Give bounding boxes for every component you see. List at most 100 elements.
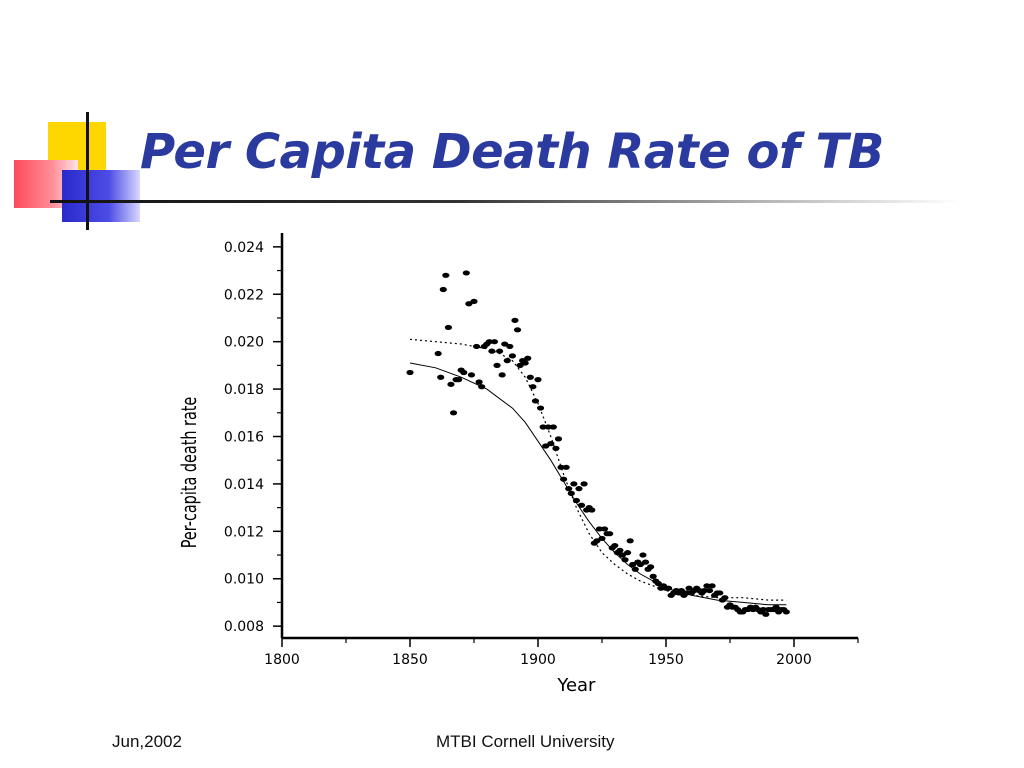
y-tick-label: 0.008	[224, 619, 264, 635]
data-point	[641, 559, 650, 565]
data-point	[439, 286, 447, 293]
data-point	[511, 317, 519, 323]
data-point	[654, 580, 662, 587]
data-point	[577, 502, 586, 508]
data-point	[462, 270, 470, 276]
data-point	[600, 526, 609, 532]
data-point	[524, 355, 532, 361]
data-point	[685, 585, 693, 591]
data-point	[611, 542, 619, 549]
data-point	[490, 339, 499, 345]
data-point	[647, 564, 655, 570]
blue-square-decoration	[62, 170, 140, 222]
data-point	[636, 561, 644, 568]
data-point	[547, 441, 555, 447]
data-point	[470, 298, 478, 304]
x-tick-label: 1950	[648, 652, 684, 668]
data-point	[508, 353, 516, 359]
data-point	[565, 486, 573, 492]
data-point	[460, 369, 468, 376]
data-point	[700, 587, 709, 594]
data-point	[542, 443, 550, 449]
data-point	[588, 507, 596, 513]
data-point	[677, 587, 685, 594]
data-point	[598, 535, 606, 542]
y-tick-label: 0.012	[224, 524, 264, 540]
data-point	[626, 538, 634, 544]
data-point	[496, 348, 504, 354]
data-point	[554, 436, 563, 442]
y-tick-label: 0.024	[224, 240, 264, 256]
data-point	[498, 372, 506, 378]
data-point	[467, 372, 476, 378]
data-point	[434, 350, 442, 357]
y-tick-label: 0.010	[224, 572, 264, 588]
y-axis-label: Per-capita death rate	[177, 397, 201, 549]
slide-logo-decoration	[0, 0, 150, 240]
fitted-curve-dotted	[409, 338, 787, 601]
data-point	[664, 585, 673, 591]
y-tick-label: 0.018	[224, 382, 264, 398]
data-point	[531, 398, 540, 404]
data-point	[437, 374, 445, 380]
data-point	[705, 587, 714, 594]
data-point	[708, 583, 716, 589]
data-point	[444, 324, 452, 331]
data-point	[503, 358, 511, 364]
data-point	[572, 497, 580, 504]
data-point	[782, 609, 790, 615]
data-point	[488, 348, 496, 354]
data-point	[534, 377, 542, 383]
data-point	[759, 606, 767, 613]
data-point	[562, 464, 570, 470]
data-point	[703, 583, 711, 589]
data-point	[449, 410, 458, 416]
data-point	[478, 384, 486, 390]
data-point	[639, 552, 647, 558]
data-point	[557, 464, 565, 470]
y-tick-label: 0.022	[224, 287, 264, 303]
slide-title: Per Capita Death Rate of TB	[140, 124, 884, 180]
x-axis-label: Year	[556, 675, 596, 695]
data-point	[621, 557, 629, 563]
y-tick-label: 0.014	[224, 477, 264, 493]
data-point	[624, 550, 632, 556]
data-point	[567, 490, 575, 496]
tb-death-rate-chart: 0.008 0.010 0.012 0.014 0.016 0.018 0.020 0.022…	[177, 233, 859, 695]
x-tick-label: 2000	[776, 652, 812, 668]
data-point	[772, 604, 780, 610]
data-point	[536, 405, 545, 411]
data-point	[455, 377, 463, 383]
data-point	[593, 538, 601, 544]
data-point	[442, 272, 450, 278]
data-point	[501, 341, 509, 347]
data-point	[762, 611, 770, 617]
data-point	[539, 424, 547, 430]
data-point	[447, 381, 455, 387]
data-point	[721, 595, 729, 601]
data-point	[606, 531, 614, 537]
x-tick-label: 1800	[264, 652, 300, 668]
data-point	[529, 384, 537, 390]
data-point	[631, 566, 639, 572]
data-point	[560, 476, 568, 482]
data-point	[513, 327, 522, 333]
vertical-rule-decoration	[86, 112, 89, 230]
footer-organization: MTBI Cornell University	[436, 732, 615, 751]
data-point	[682, 590, 691, 596]
data-point	[521, 360, 529, 366]
data-point	[580, 481, 588, 487]
data-point	[475, 379, 483, 385]
data-point	[544, 424, 552, 430]
data-point	[549, 424, 557, 430]
data-point	[618, 552, 627, 558]
data-point	[472, 343, 481, 350]
data-point	[506, 343, 514, 350]
data-point	[575, 486, 583, 492]
y-tick-label: 0.016	[224, 430, 264, 446]
fitted-curve-solid	[409, 362, 787, 606]
data-point	[616, 547, 624, 553]
data-point	[570, 481, 578, 487]
x-tick-label: 1900	[520, 652, 556, 668]
data-point	[629, 561, 637, 568]
